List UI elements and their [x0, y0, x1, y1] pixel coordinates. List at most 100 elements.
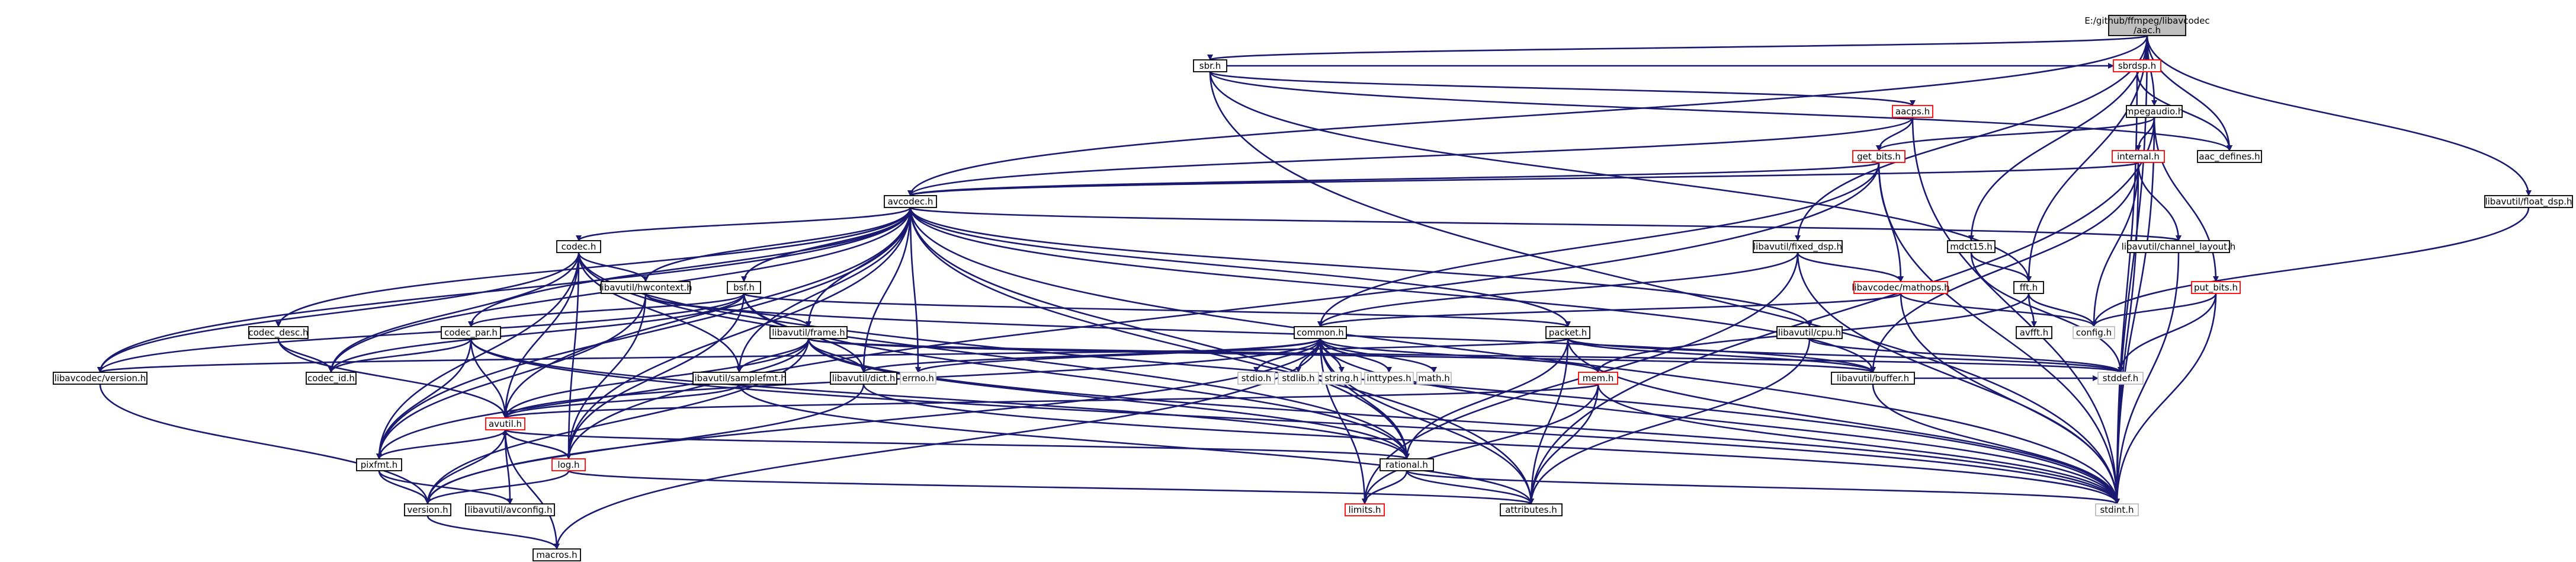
node-box [2016, 326, 2052, 339]
node-lavcversion[interactable]: libavcodec/version.h [53, 372, 147, 385]
edge-mathops-to-common [1317, 292, 1902, 328]
node-label: version.h [407, 504, 448, 515]
node-getbits[interactable]: get_bits.h [1852, 150, 1905, 163]
edge-mem-to-attributes [1528, 384, 1599, 504]
node-box [551, 458, 586, 471]
edge-avcodec-to-codecdesc [275, 207, 912, 327]
node-config[interactable]: config.h [2073, 326, 2115, 339]
node-box [248, 326, 309, 339]
node-codec[interactable]: codec.h [556, 240, 601, 253]
node-box [1294, 326, 1347, 339]
node-codecid[interactable]: codec_id.h [306, 372, 357, 385]
node-pixfmt[interactable]: pixfmt.h [356, 458, 402, 471]
node-box [1416, 372, 1452, 385]
node-inttypes[interactable]: inttypes.h [1364, 372, 1414, 385]
node-floatdsp[interactable]: libavutil/float_dsp.h [2484, 195, 2573, 208]
node-box [1321, 372, 1362, 385]
node-cpu[interactable]: libavutil/cpu.h [1776, 326, 1843, 339]
node-limits[interactable]: limits.h [1345, 503, 1385, 516]
node-stdlibh[interactable]: stdlib.h [1278, 372, 1319, 385]
node-codecpar[interactable]: codec_par.h [441, 326, 501, 339]
node-label: errno.h [902, 373, 934, 384]
edge-mdct15-to-stddef [1970, 252, 2123, 373]
edge-aac-to-floatdsp [2146, 35, 2532, 196]
node-avcodec[interactable]: avcodec.h [884, 195, 937, 208]
node-dict[interactable]: libavutil/dict.h [830, 372, 897, 385]
edge-mem-to-limits [1362, 384, 1599, 504]
node-mathops[interactable]: libavcodec/mathops.h [1852, 281, 1950, 294]
node-buffer[interactable]: libavutil/buffer.h [1831, 372, 1915, 385]
edge-rational-to-stdint [1406, 470, 2120, 505]
edge-common-to-limits [1319, 338, 1368, 504]
node-internal[interactable]: internal.h [2112, 150, 2165, 163]
node-box [1753, 240, 1843, 253]
edge-bsf-to-log [566, 293, 745, 459]
node-common[interactable]: common.h [1294, 326, 1347, 339]
edge-mdct15-to-fft [1970, 252, 2032, 282]
node-fft[interactable]: fft.h [2013, 281, 2044, 294]
edge-hwcontext-to-pixfmt [376, 293, 647, 459]
node-box [306, 372, 357, 385]
node-mpegaudio[interactable]: mpegaudio.h [2125, 105, 2183, 118]
node-box [2484, 195, 2573, 208]
node-label: limits.h [1348, 504, 1381, 515]
edge-bsf-to-packet [743, 292, 1571, 328]
node-aacps[interactable]: aacps.h [1892, 105, 1933, 118]
node-stddef[interactable]: stddef.h [2097, 372, 2144, 385]
node-box [830, 372, 897, 385]
node-label: libavutil/avconfig.h [468, 504, 553, 515]
node-box [692, 372, 786, 385]
edge-common-to-inttypes [1319, 338, 1392, 373]
edge-codec-to-avutil [502, 252, 580, 419]
edge-internal-to-avcodec [907, 161, 2139, 197]
node-version[interactable]: version.h [404, 503, 451, 516]
edge-packet-to-stdint [1567, 338, 2120, 504]
edge-avcodec-to-attributes [909, 207, 1534, 504]
node-rational[interactable]: rational.h [1380, 458, 1434, 471]
node-mathh[interactable]: math.h [1416, 372, 1452, 385]
node-samplefmt[interactable]: libavutil/samplefmt.h [692, 372, 787, 385]
node-stringh[interactable]: string.h [1321, 372, 1362, 385]
edge-internal-to-buffer [1870, 162, 2139, 373]
node-label: libavutil/frame.h [772, 327, 845, 338]
node-aacdefines[interactable]: aac_defines.h [2197, 150, 2262, 163]
node-codecdesc[interactable]: codec_desc.h [248, 326, 309, 339]
node-box [2113, 59, 2161, 72]
node-avutil[interactable]: avutil.h [485, 417, 525, 430]
edge-hwcontext-to-buffer [644, 293, 1876, 373]
node-sbr[interactable]: sbr.h [1193, 59, 1227, 72]
edge-codecdesc-to-avutil [277, 338, 508, 419]
edge-codec-to-hwcontext [578, 252, 649, 282]
node-frame[interactable]: libavutil/frame.h [769, 326, 848, 339]
node-stdioh[interactable]: stdio.h [1237, 372, 1275, 385]
edge-avutil-to-avconfig [504, 429, 513, 504]
node-sbrdsp[interactable]: sbrdsp.h [2113, 59, 2161, 72]
node-box [2126, 105, 2183, 118]
edge-avcodec-to-pixfmt [376, 207, 912, 459]
node-avfft[interactable]: avfft.h [2016, 326, 2052, 339]
node-packet[interactable]: packet.h [1545, 326, 1590, 339]
node-label: libavutil/float_dsp.h [2485, 196, 2572, 207]
node-box [900, 372, 936, 385]
node-aac[interactable]: E:/github/ffmpeg/libavcodec/aac.h [2084, 15, 2210, 36]
node-label: stddef.h [2103, 373, 2138, 384]
node-box [53, 372, 147, 385]
node-errno[interactable]: errno.h [900, 372, 936, 385]
node-putbits[interactable]: put_bits.h [2191, 281, 2241, 294]
node-hwcontext[interactable]: libavutil/hwcontext.h [599, 281, 692, 294]
edge-sbr-to-aacps [1209, 71, 1916, 107]
node-log[interactable]: log.h [551, 458, 586, 471]
node-macros[interactable]: macros.h [532, 548, 581, 561]
node-avconfig[interactable]: libavutil/avconfig.h [465, 503, 555, 516]
node-chlayout[interactable]: libavutil/channel_layout.h [2122, 240, 2236, 253]
node-mem[interactable]: mem.h [1578, 372, 1618, 385]
node-box [884, 195, 937, 208]
node-fixeddsp[interactable]: libavutil/fixed_dsp.h [1753, 240, 1843, 253]
edge-aacps-to-stdint [1911, 117, 2120, 504]
node-attributes[interactable]: attributes.h [1500, 503, 1563, 516]
node-stdint[interactable]: stdint.h [2095, 503, 2139, 516]
node-mdct15[interactable]: mdct15.h [1947, 240, 1996, 253]
node-label: codec_desc.h [248, 327, 308, 339]
node-bsf[interactable]: bsf.h [727, 281, 761, 294]
edge-putbits-to-config [2091, 293, 2217, 327]
